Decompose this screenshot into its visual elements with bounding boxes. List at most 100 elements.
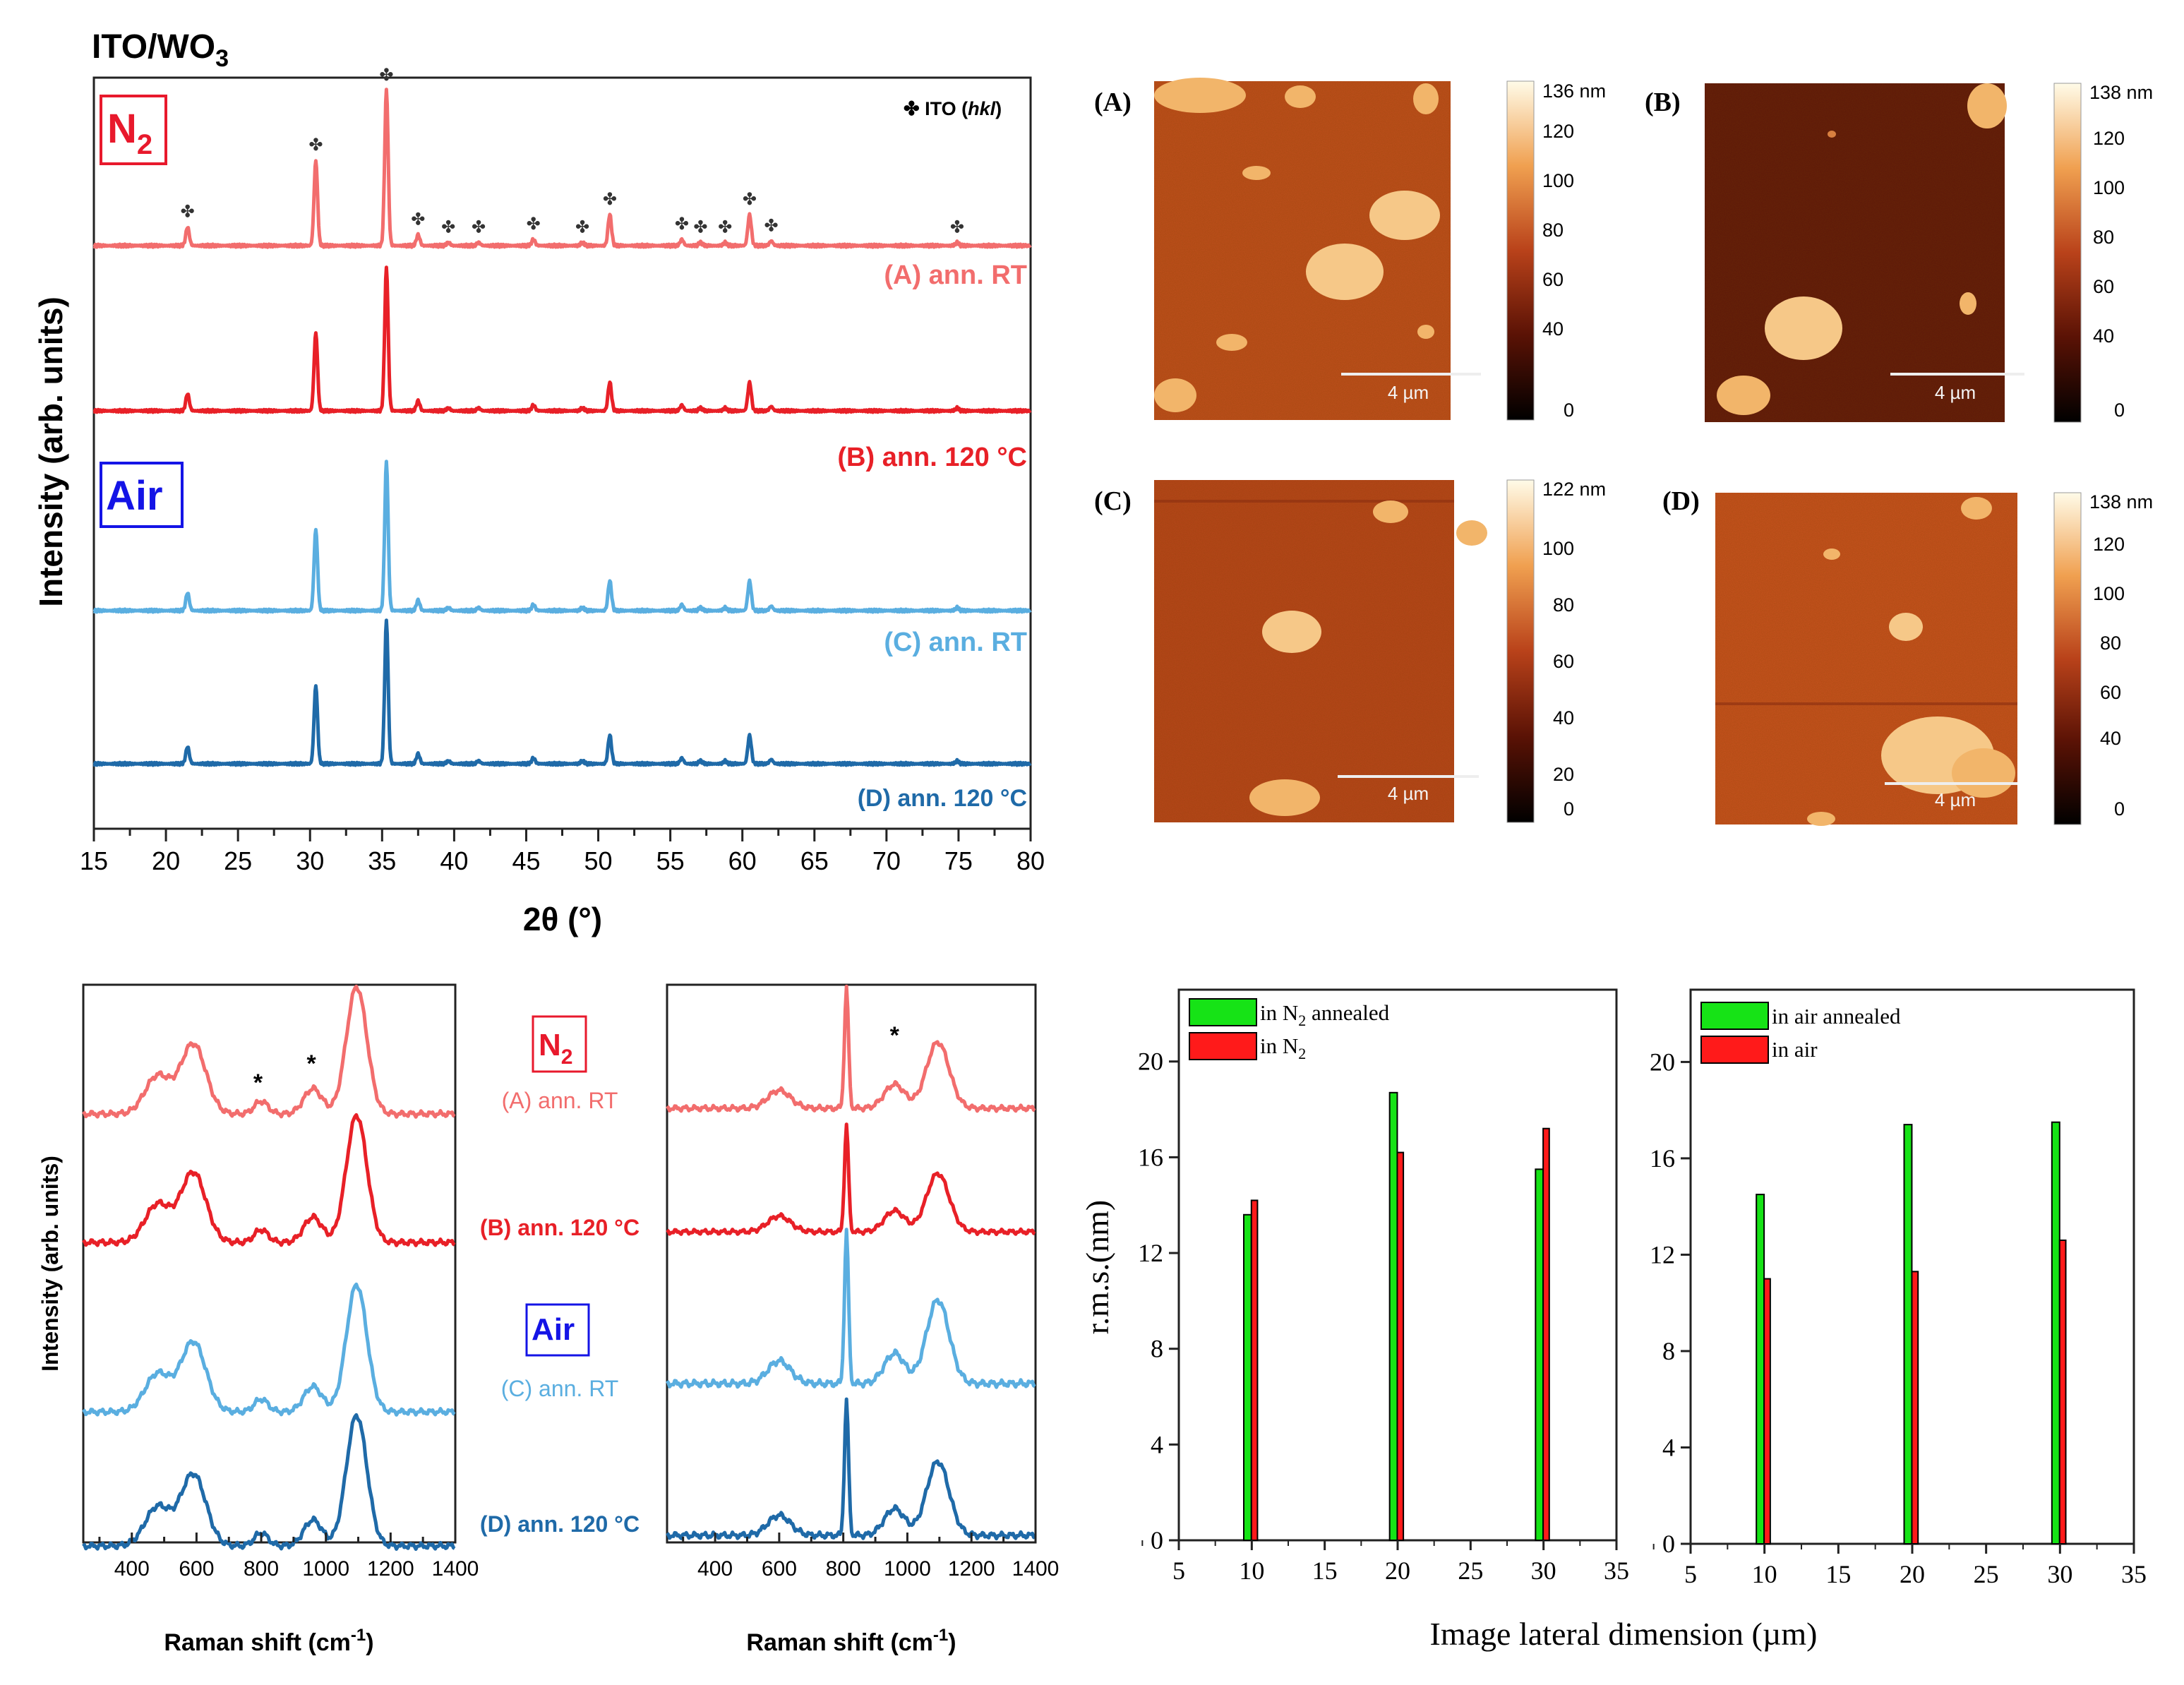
afm-colorbar-max-c: 122 nm (1542, 479, 1606, 500)
afm-colorbar-b (2053, 83, 2082, 423)
rms-y-tick-label: 12 (1138, 1239, 1163, 1267)
afm-particle (1823, 548, 1840, 560)
xrd-x-tick-label: 20 (152, 846, 180, 875)
raman-left-series-b (82, 1113, 456, 1247)
ito-marker: ✤ (764, 216, 778, 235)
afm-colorbar-max-d: 138 nm (2089, 491, 2153, 512)
legend-swatch-red (1189, 1032, 1257, 1060)
xrd-x-tick-label: 15 (80, 846, 108, 875)
legend-n2-sub: 2 (1298, 1045, 1306, 1062)
bar-rms-air-annealed-20 (1903, 1124, 1913, 1545)
rms-x-label: Image lateral dimension (µm) (1430, 1616, 1818, 1652)
ito-legend-symbol: ✤ (904, 98, 920, 119)
ito-marker: ✤ (379, 66, 393, 85)
afm-particle (1242, 166, 1271, 180)
afm-colorbar-tick: 120 (1542, 121, 1574, 142)
bar-rms-n2-asdep-10 (1250, 1199, 1259, 1542)
raman-star: * (890, 1022, 900, 1049)
xrd-series-c (92, 460, 1032, 614)
raman-stars: * * * (253, 1022, 900, 1096)
bar-rms-n2-asdep-20 (1396, 1151, 1405, 1541)
xrd-x-tick-label: 80 (1016, 846, 1045, 875)
raman-left-series-d (82, 1413, 456, 1551)
raman-x-tick-label: 400 (697, 1557, 733, 1581)
xrd-title-main: ITO/WO (92, 28, 215, 66)
afm-colorbar-tick: 60 (1553, 651, 1574, 672)
afm-colorbar-c (1506, 479, 1535, 823)
afm-label-d: (D) (1662, 486, 1700, 516)
xrd-title-sub: 3 (215, 45, 229, 72)
air-badge: Air (106, 473, 163, 519)
ito-marker: ✤ (603, 190, 617, 209)
raman-left-series-a (82, 984, 456, 1119)
rms-y-tick-label: 0 (1151, 1526, 1163, 1554)
afm-scale-label-b: 4 µm (1935, 382, 1976, 403)
raman-label-a: (A) ann. RT (502, 1088, 618, 1113)
ito-marker: ✤ (575, 218, 589, 237)
rms-x-tick-label: 15 (1312, 1557, 1338, 1585)
afm-particle (1306, 244, 1384, 300)
afm-image-c-grain (1154, 480, 1454, 822)
afm-particle (1285, 85, 1316, 108)
legend-label-n2-annealed: in N2 annealed (1260, 1000, 1390, 1029)
raman-right-series-d (666, 1397, 1036, 1541)
raman-n2-badge: N2 (539, 1028, 572, 1069)
bar-rms-n2-annealed-10 (1242, 1213, 1252, 1541)
afm-particle (1967, 83, 2007, 128)
afm-label-b: (B) (1645, 88, 1681, 117)
ito-marker: ✤ (743, 190, 757, 209)
afm-particle (1807, 812, 1835, 826)
bar-rms-n2-asdep-30 (1542, 1127, 1550, 1541)
xrd-panel: ITO/WO3 ✤✤✤✤ ✤ ✤ ✤ ✤✤✤ ✤ ✤✤✤ ✤ 15 20 25 30 35 40 45 50… (32, 28, 1045, 937)
afm-particle (1765, 296, 1842, 360)
raman-x-tick-label: 1000 (302, 1557, 349, 1581)
afm-scan-streak (1154, 500, 1454, 503)
raman-panels: 400 600 800 1000 1200 1400 400 600 800 1000 1200 14… (37, 983, 1059, 1656)
afm-colorbar-max-a: 136 nm (1542, 80, 1606, 102)
xrd-x-tick-label: 35 (368, 846, 396, 875)
raman-x-tick-label: 1200 (367, 1557, 414, 1581)
ito-legend-main: ITO ( (925, 98, 968, 119)
afm-particle (1961, 497, 1992, 520)
rms-y-tick-label: 20 (1138, 1048, 1163, 1076)
rms-y-tick-label: 16 (1138, 1143, 1163, 1171)
raman-x-axis-ticks: 400 600 800 1000 1200 1400 400 600 800 1000 1200 14… (98, 1533, 1059, 1581)
ito-marker: ✤ (411, 210, 425, 229)
bar-rms-n2-annealed-30 (1535, 1168, 1544, 1541)
legend-n2-main: in N (1260, 1000, 1298, 1025)
afm-particle (1262, 611, 1321, 653)
afm-panels: (A) 4 µm 136 nm 120 100 80 60 40 0 (B) (1094, 78, 2153, 826)
raman-x-tick-label: 1000 (884, 1557, 931, 1581)
xrd-x-tick-label: 60 (728, 846, 757, 875)
afm-colorbar-tick: 80 (2100, 632, 2121, 654)
afm-colorbar-tick: 100 (2093, 177, 2125, 198)
raman-air-badge-frame (525, 1303, 590, 1357)
xrd-series-b (92, 265, 1032, 414)
rms-x-tick-label: 20 (1900, 1560, 1925, 1588)
afm-scale-label-a: 4 µm (1388, 382, 1429, 403)
afm-colorbar-tick: 100 (1542, 170, 1574, 191)
raman-right-series-b (666, 1122, 1036, 1237)
xrd-x-tick-label: 40 (440, 846, 468, 875)
raman-x-tick-label: 600 (762, 1557, 797, 1581)
rms-x-tick-label: 25 (1458, 1557, 1483, 1585)
afm-particle (1249, 779, 1320, 816)
bar-rms-air-asdep-30 (2058, 1239, 2067, 1545)
raman-x-tick-label: 1400 (432, 1557, 479, 1581)
afm-colorbar-tick: 120 (2093, 534, 2125, 555)
rms-y-tick-label: 16 (1650, 1144, 1675, 1173)
ito-marker: ✤ (693, 218, 707, 237)
xrd-x-tick-label: 75 (944, 846, 973, 875)
legend-n2-tail: annealed (1306, 1000, 1389, 1025)
ito-marker: ✤ (527, 215, 541, 234)
afm-panel-a: (A) 4 µm 136 nm 120 100 80 60 40 0 (1094, 78, 1606, 421)
ito-legend-hkl: hkl (968, 98, 996, 119)
afm-colorbar-tick: 20 (1553, 764, 1574, 785)
afm-label-a: (A) (1094, 88, 1132, 117)
raman-x-tick-label: 1200 (948, 1557, 995, 1581)
legend-label-air: in air (1772, 1037, 1818, 1062)
n2-badge-main: N (107, 106, 137, 152)
xrd-series-label-d: (D) ann. 120 °C (858, 785, 1027, 812)
afm-colorbar-tick: 100 (1542, 538, 1574, 559)
